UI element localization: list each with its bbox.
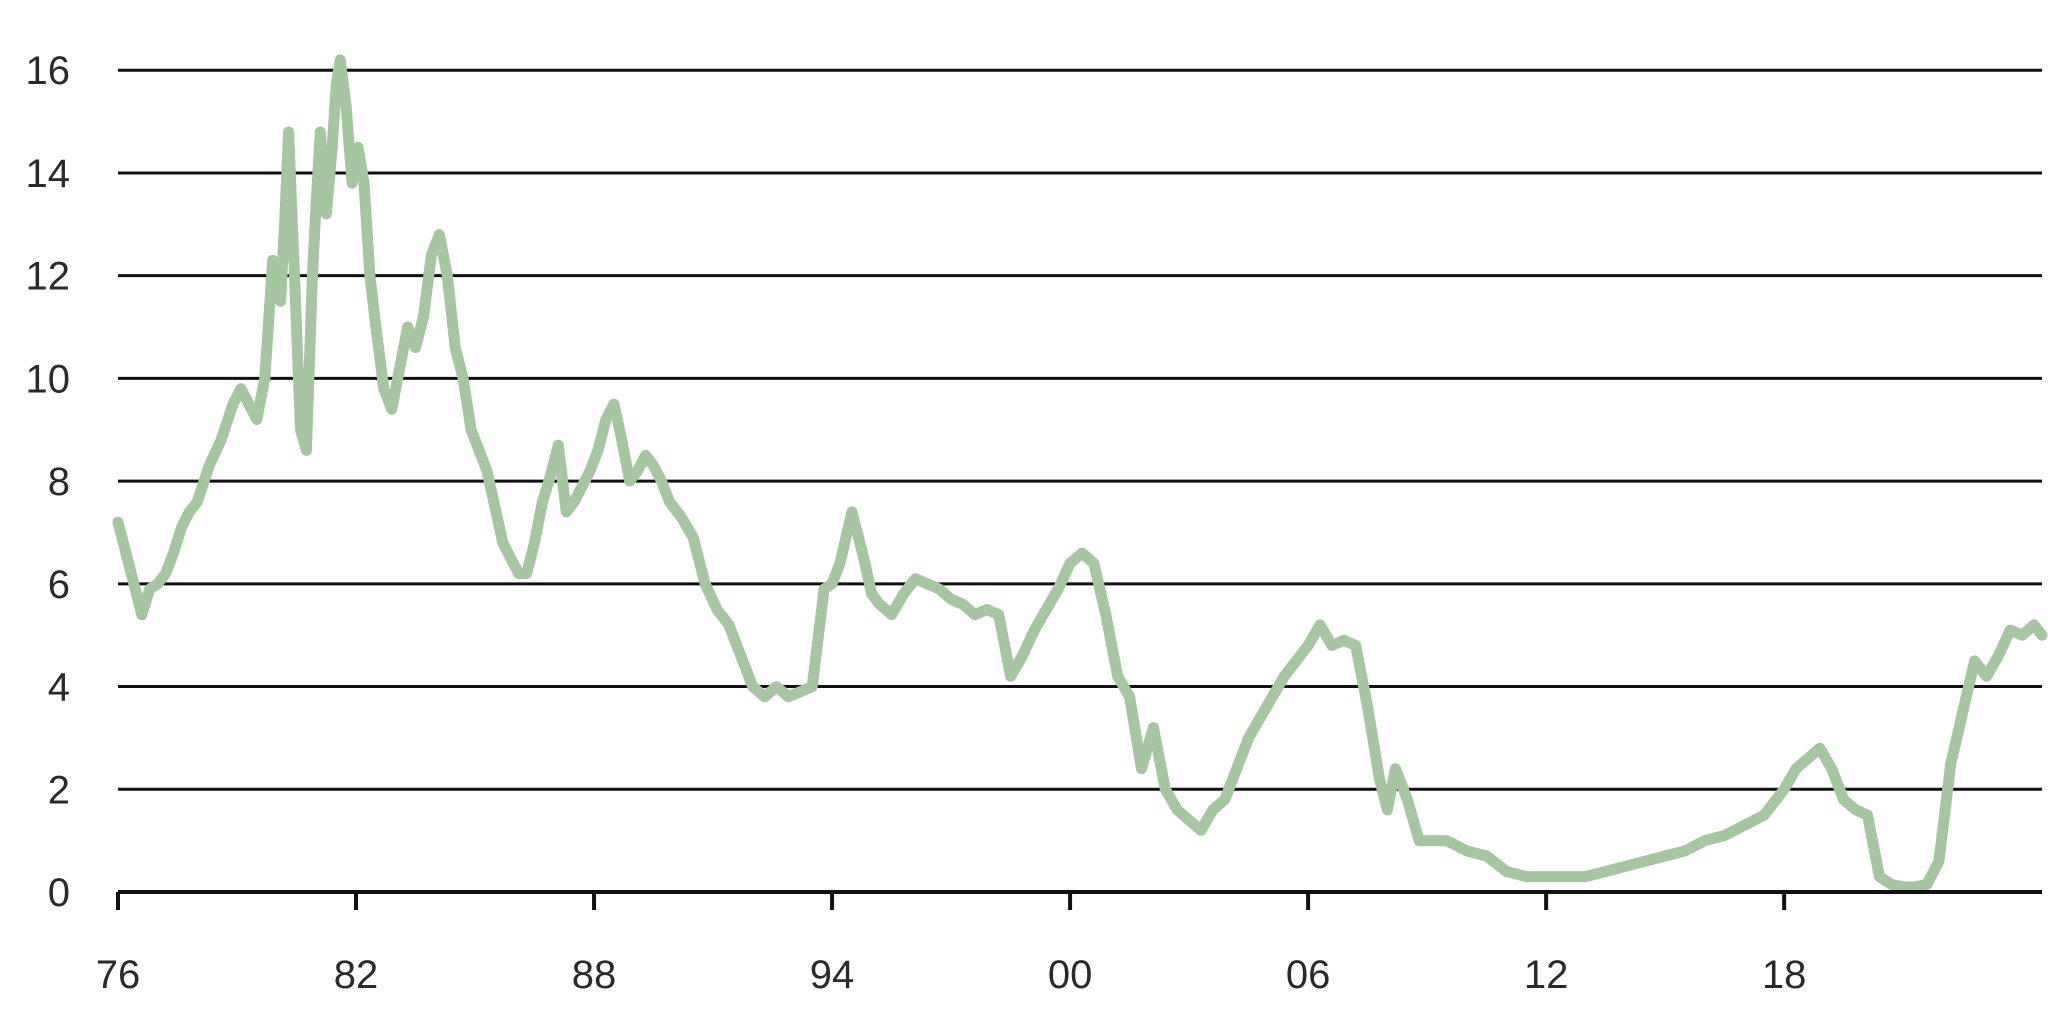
x-tick-label: 94 bbox=[810, 953, 855, 997]
y-tick-label: 8 bbox=[48, 460, 70, 504]
series-line-0 bbox=[112, 54, 2048, 893]
y-tick-label: 14 bbox=[26, 152, 71, 196]
y-tick-label: 0 bbox=[48, 871, 70, 915]
y-tick-label: 12 bbox=[26, 255, 71, 299]
x-tick-label: 88 bbox=[572, 953, 617, 997]
y-tick-label: 10 bbox=[26, 357, 71, 401]
y-tick-label: 16 bbox=[26, 49, 71, 93]
x-axis bbox=[116, 890, 2042, 910]
gridlines bbox=[118, 68, 2042, 791]
x-tick-label: 82 bbox=[334, 953, 379, 997]
y-axis-labels: 0 2 4 6 8 10 12 14 16 bbox=[26, 49, 71, 915]
x-tick-label: 06 bbox=[1286, 953, 1331, 997]
x-tick-label: 00 bbox=[1048, 953, 1093, 997]
y-tick-label: 6 bbox=[48, 563, 70, 607]
y-tick-label: 4 bbox=[48, 666, 70, 710]
x-axis-labels: 76 82 88 94 00 06 12 18 bbox=[96, 953, 1807, 997]
y-tick-label: 2 bbox=[48, 768, 70, 812]
x-tick-label: 18 bbox=[1762, 953, 1807, 997]
series-layer bbox=[112, 54, 2048, 893]
x-tick-label: 76 bbox=[96, 953, 141, 997]
x-tick-label: 12 bbox=[1524, 953, 1569, 997]
